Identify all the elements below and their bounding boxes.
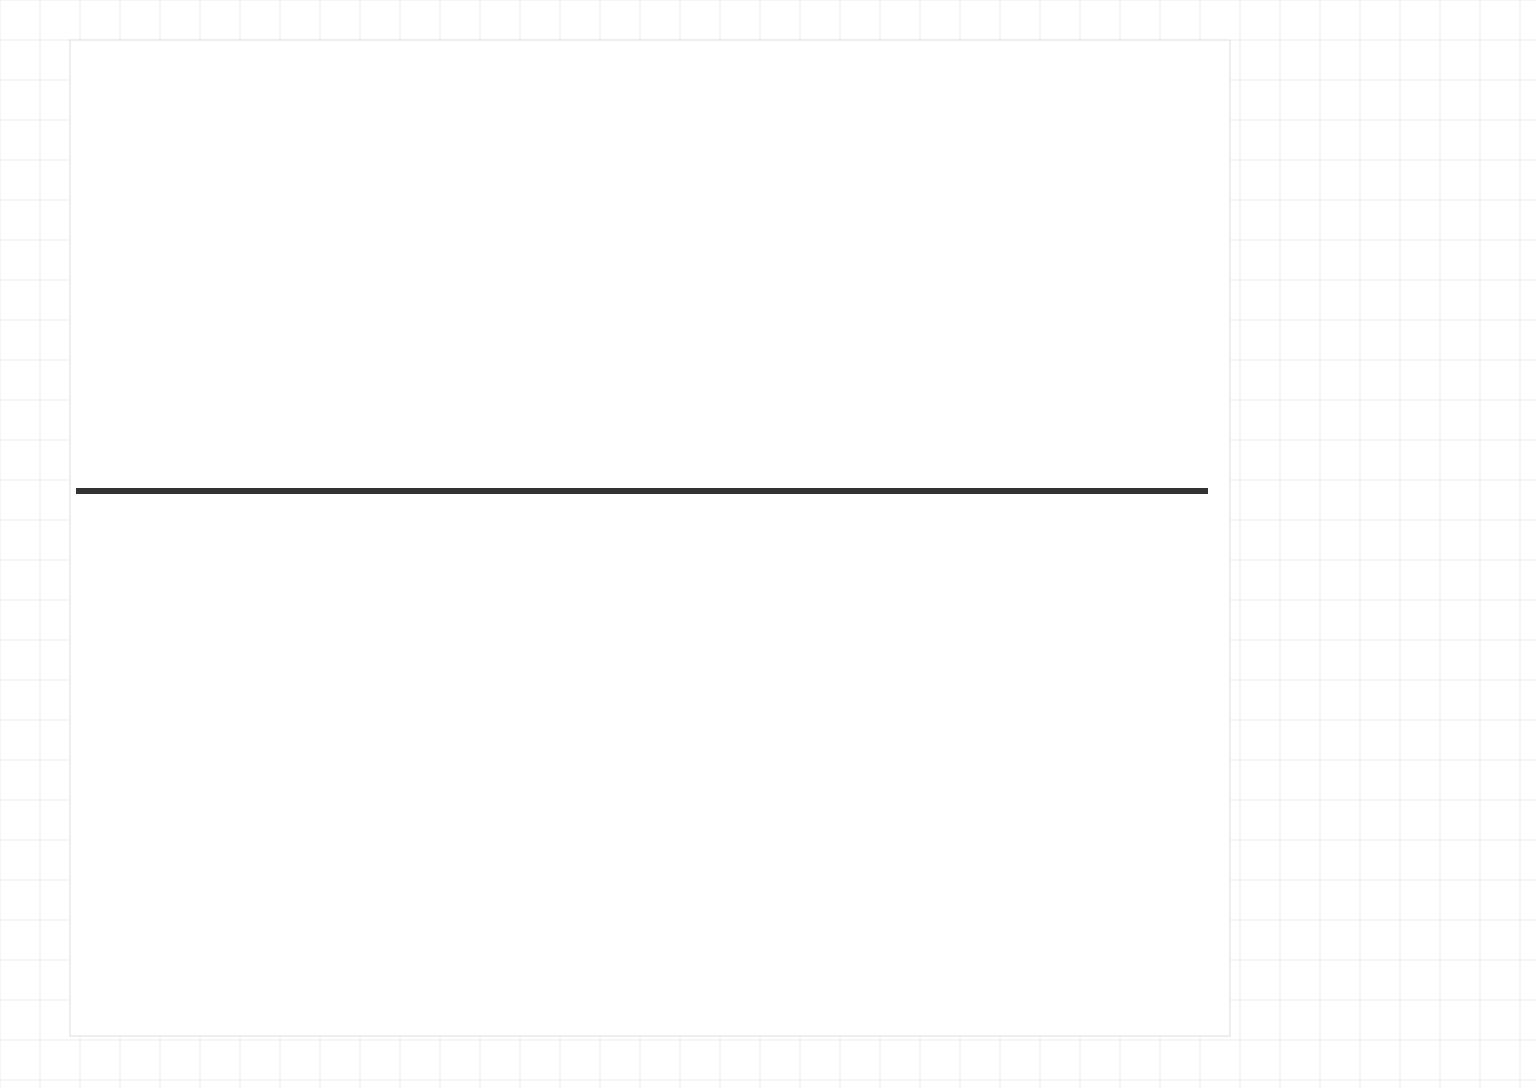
chart-container xyxy=(0,0,1536,1089)
coordinate-plane-svg xyxy=(0,0,1536,1089)
plot-frame xyxy=(70,40,1230,1036)
